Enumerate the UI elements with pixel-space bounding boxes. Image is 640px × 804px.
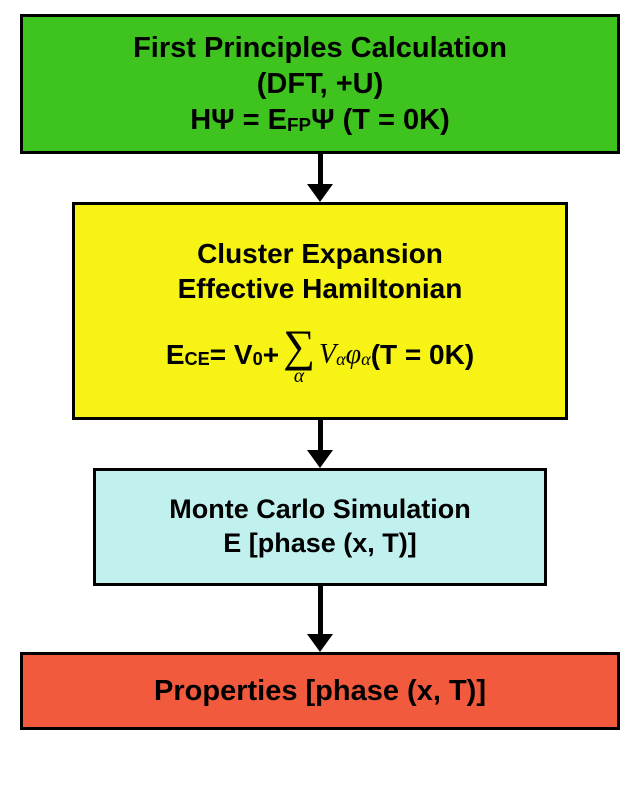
mc-line1: Monte Carlo Simulation xyxy=(169,493,471,527)
mc-line2: E [phase (x, T)] xyxy=(223,527,417,561)
arrow-mc-to-props xyxy=(307,586,333,652)
summation-symbol: ∑ α xyxy=(283,324,315,386)
fp-line1: First Principles Calculation xyxy=(133,30,507,66)
fp-equation: HΨ = EFP Ψ (T = 0K) xyxy=(190,102,450,138)
box-cluster-expansion: Cluster Expansion Effective Hamiltonian … xyxy=(72,202,568,420)
box-properties: Properties [phase (x, T)] xyxy=(20,652,620,730)
box-first-principles: First Principles Calculation (DFT, +U) H… xyxy=(20,14,620,154)
props-text: Properties [phase (x, T)] xyxy=(154,673,486,709)
ce-line2: Effective Hamiltonian xyxy=(178,271,463,306)
box-monte-carlo: Monte Carlo Simulation E [phase (x, T)] xyxy=(93,468,547,586)
arrow-fp-to-ce xyxy=(307,154,333,202)
ce-equation: ECE = V0 + ∑ α Vαφα(T = 0K) xyxy=(166,324,474,386)
ce-line1: Cluster Expansion xyxy=(197,236,443,271)
fp-line2: (DFT, +U) xyxy=(257,66,383,102)
arrow-ce-to-mc xyxy=(307,420,333,468)
